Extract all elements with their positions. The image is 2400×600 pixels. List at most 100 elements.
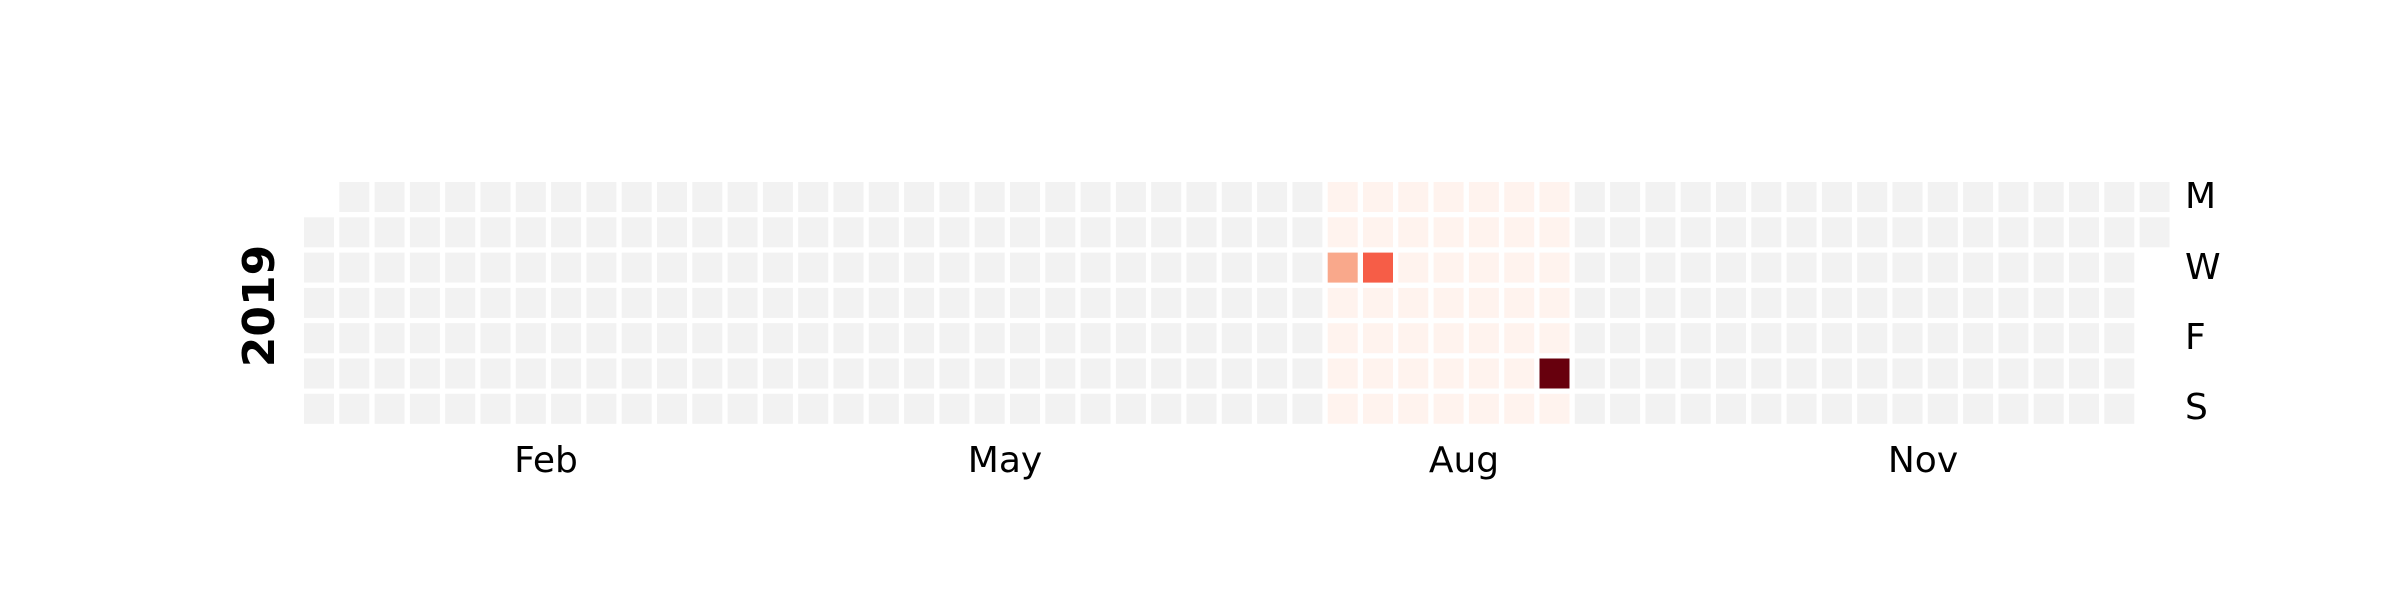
heatmap-cell-2019-11-06 <box>1857 252 1888 283</box>
heatmap-cell-2019-12-29 <box>2104 393 2135 424</box>
heatmap-cell-2019-01-12 <box>339 358 370 389</box>
heatmap-cell-2019-10-01 <box>1680 217 1711 248</box>
heatmap-cell-2019-12-18 <box>2069 252 2099 283</box>
heatmap-cell-2019-12-09 <box>2033 182 2064 212</box>
heatmap-cell-2019-09-21 <box>1610 358 1641 389</box>
heatmap-cell-2019-03-08 <box>621 323 652 354</box>
heatmap-cell-2019-08-04 <box>1363 393 1393 424</box>
heatmap-cell-2019-03-30 <box>727 358 758 389</box>
heatmap-cell-2019-09-07 <box>1539 358 1570 389</box>
heatmap-cell-2019-08-28 <box>1504 252 1535 283</box>
heatmap-cell-2019-09-15 <box>1574 393 1605 424</box>
heatmap-cell-2019-11-24 <box>1927 393 1958 424</box>
heatmap-cell-2019-08-23 <box>1468 323 1499 354</box>
heatmap-cell-2019-07-04 <box>1221 287 1252 318</box>
heatmap-cell-2019-11-08 <box>1857 323 1888 354</box>
heatmap-cell-2019-03-29 <box>727 323 758 354</box>
heatmap-cell-2019-02-01 <box>445 323 476 354</box>
heatmap-cell-2019-09-18 <box>1610 252 1641 283</box>
heatmap-cell-2019-05-28 <box>1045 217 1076 248</box>
heatmap-cell-2019-06-24 <box>1186 182 1217 212</box>
x-tick-label-nov: Nov <box>1888 440 1958 481</box>
heatmap-cell-2019-03-19 <box>692 217 723 248</box>
heatmap-cell-2019-11-19 <box>1927 217 1958 248</box>
heatmap-cell-2019-11-09 <box>1857 358 1888 389</box>
heatmap-cell-2019-10-19 <box>1751 358 1782 389</box>
heatmap-cell-2019-04-14 <box>798 393 829 424</box>
heatmap-cell-2019-04-11 <box>798 287 829 318</box>
heatmap-cell-2019-04-01 <box>762 182 793 212</box>
heatmap-cell-2019-01-29 <box>445 217 476 248</box>
heatmap-cell-2019-06-03 <box>1080 182 1111 212</box>
heatmap-cell-2019-07-29 <box>1363 182 1393 212</box>
heatmap-cell-2019-05-15 <box>974 252 1005 283</box>
heatmap-cell-2019-04-28 <box>868 393 899 424</box>
heatmap-cell-2019-01-20 <box>374 393 405 424</box>
heatmap-cell-2019-10-16 <box>1751 252 1782 283</box>
heatmap-cell-2019-02-24 <box>551 393 582 424</box>
heatmap-cell-2019-03-20 <box>692 252 723 283</box>
heatmap-cell-2019-01-26 <box>409 358 440 389</box>
heatmap-cell-2019-04-09 <box>798 217 829 248</box>
heatmap-cell-2019-08-19 <box>1468 182 1499 212</box>
heatmap-cell-2019-12-23 <box>2104 182 2135 212</box>
heatmap-cell-2019-02-19 <box>551 217 582 248</box>
heatmap-cell-2019-11-22 <box>1927 323 1958 354</box>
heatmap-cell-2019-03-10 <box>621 393 652 424</box>
heatmap-cell-2019-05-30 <box>1045 287 1076 318</box>
heatmap-cell-2019-01-21 <box>409 182 440 212</box>
heatmap-cell-2019-06-29 <box>1186 358 1217 389</box>
heatmap-cell-2019-09-24 <box>1645 217 1676 248</box>
heatmap-cell-2019-01-10 <box>339 287 370 318</box>
heatmap-cell-2019-09-12 <box>1574 287 1605 318</box>
heatmap-cell-2019-11-18 <box>1927 182 1958 212</box>
heatmap-cell-2019-02-11 <box>515 182 546 212</box>
heatmap-cell-2019-02-15 <box>515 323 546 354</box>
heatmap-cell-2019-01-15 <box>374 217 405 248</box>
heatmap-cell-2019-07-11 <box>1257 287 1288 318</box>
heatmap-cell-2019-08-31 <box>1504 358 1535 389</box>
heatmap-cell-2019-01-27 <box>409 393 440 424</box>
heatmap-cell-2019-06-17 <box>1151 182 1182 212</box>
heatmap-cell-2019-05-06 <box>939 182 970 212</box>
heatmap-cell-2019-06-13 <box>1115 287 1146 318</box>
heatmap-cell-2019-04-07 <box>762 393 793 424</box>
heatmap-cell-2019-08-30 <box>1504 323 1535 354</box>
heatmap-cell-2019-02-26 <box>586 217 617 248</box>
heatmap-cell-2019-02-25 <box>586 182 617 212</box>
heatmap-cell-2019-02-08 <box>480 323 511 354</box>
heatmap-cell-2019-12-22 <box>2069 393 2099 424</box>
heatmap-cell-2019-06-27 <box>1186 287 1217 318</box>
heatmap-cell-2019-12-15 <box>2033 393 2064 424</box>
heatmap-cell-2019-01-04 <box>304 323 334 354</box>
heatmap-cell-2019-12-07 <box>1998 358 2029 389</box>
heatmap-cell-2019-05-17 <box>974 323 1005 354</box>
heatmap-cell-2019-12-04 <box>1998 252 2029 283</box>
heatmap-cell-2019-01-08 <box>339 217 370 248</box>
heatmap-cell-2019-01-23 <box>409 252 440 283</box>
heatmap-cell-2019-03-07 <box>621 287 652 318</box>
heatmap-cell-2019-03-23 <box>692 358 723 389</box>
heatmap-cell-2019-01-16 <box>374 252 405 283</box>
heatmap-cell-2019-08-25 <box>1468 393 1499 424</box>
heatmap-cell-2019-03-26 <box>727 217 758 248</box>
heatmap-cell-2019-08-01 <box>1363 287 1393 318</box>
heatmap-cell-2019-01-30 <box>445 252 476 283</box>
heatmap-cell-2019-12-16 <box>2069 182 2099 212</box>
heatmap-cell-2019-01-02 <box>304 252 334 283</box>
heatmap-cell-2019-10-13 <box>1716 393 1746 424</box>
heatmap-cell-2019-09-27 <box>1645 323 1676 354</box>
heatmap-cell-2019-11-10 <box>1857 393 1888 424</box>
heatmap-cell-2019-02-02 <box>445 358 476 389</box>
heatmap-cell-2019-08-05 <box>1398 182 1429 212</box>
heatmap-cell-2019-11-16 <box>1892 358 1923 389</box>
x-tick-label-feb: Feb <box>514 440 578 481</box>
heatmap-cell-2019-11-23 <box>1927 358 1958 389</box>
heatmap-cell-2019-10-06 <box>1680 393 1711 424</box>
heatmap-cell-2019-09-04 <box>1539 252 1570 283</box>
heatmap-cell-2019-09-16 <box>1610 182 1641 212</box>
heatmap-cell-2019-01-24 <box>409 287 440 318</box>
heatmap-cell-2019-11-26 <box>1963 217 1994 248</box>
heatmap-cell-2019-03-09 <box>621 358 652 389</box>
heatmap-cell-2019-07-16 <box>1292 217 1323 248</box>
